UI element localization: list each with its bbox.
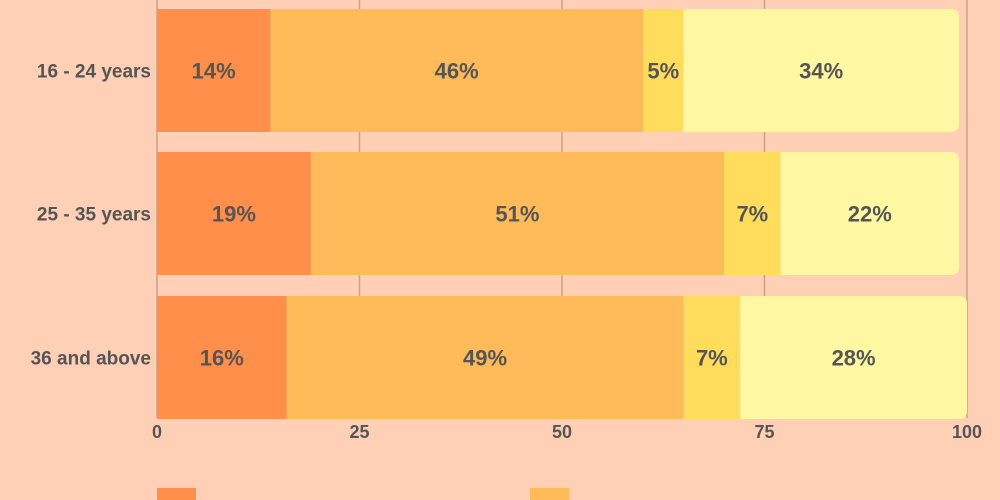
category-label-0: 16 - 24 years xyxy=(37,62,151,83)
category-label-1: 25 - 35 years xyxy=(37,205,151,226)
x-axis-ticks: 0 25 50 75 100 xyxy=(152,422,982,442)
bar-segment-1-3 xyxy=(780,152,959,275)
data-label-0-3: 34% xyxy=(799,59,843,84)
bar-segment-0-2 xyxy=(643,9,684,132)
bar-segment-0-3 xyxy=(683,9,959,132)
bar-segment-1-2 xyxy=(724,152,781,275)
legend-swatch-0 xyxy=(157,488,196,500)
data-label-1-2: 7% xyxy=(736,202,768,227)
data-label-1-0: 19% xyxy=(212,202,256,227)
data-label-1-1: 51% xyxy=(495,202,539,227)
bar-segment-0-0 xyxy=(157,9,271,132)
bar-segment-1-0 xyxy=(157,152,311,275)
bar-segment-1-1 xyxy=(310,152,724,275)
legend xyxy=(157,488,569,500)
data-label-1-3: 22% xyxy=(848,202,892,227)
x-tick-label-1: 25 xyxy=(349,422,369,442)
bar-segment-2-2 xyxy=(683,296,741,419)
bars: 14% 46% 5% 34% 19% 51% 7% 22% 16% 49% 7% 28% xyxy=(157,9,967,419)
bar-segment-2-3 xyxy=(740,296,967,419)
category-label-2: 36 and above xyxy=(31,349,151,370)
data-label-2-3: 28% xyxy=(832,346,876,371)
data-label-0-0: 14% xyxy=(192,59,236,84)
data-label-2-2: 7% xyxy=(696,346,728,371)
data-label-2-1: 49% xyxy=(463,346,507,371)
data-label-0-2: 5% xyxy=(647,59,679,84)
bar-segment-2-0 xyxy=(157,296,287,419)
x-tick-label-3: 75 xyxy=(754,422,774,442)
x-tick-label-2: 50 xyxy=(552,422,572,442)
x-tick-label-0: 0 xyxy=(152,422,162,442)
x-tick-label-4: 100 xyxy=(952,422,982,442)
category-labels: 16 - 24 years 25 - 35 years 36 and above xyxy=(31,62,151,370)
data-label-0-1: 46% xyxy=(435,59,479,84)
bar-segment-2-1 xyxy=(286,296,684,419)
data-label-2-0: 16% xyxy=(200,346,244,371)
legend-swatch-1 xyxy=(530,488,569,500)
bar-segment-0-1 xyxy=(270,9,643,132)
